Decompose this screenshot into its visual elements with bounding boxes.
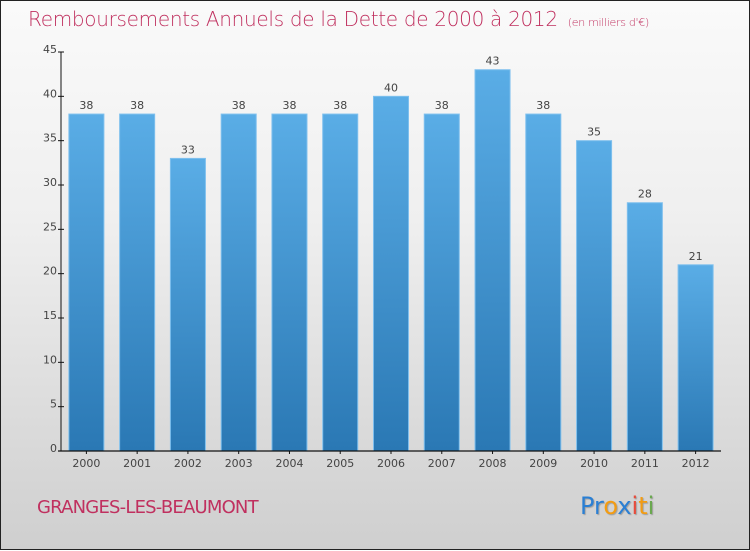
y-tick-label-25: 25 (43, 220, 57, 233)
value-label-2001: 38 (130, 99, 144, 112)
bar-2007 (423, 113, 460, 452)
value-label-2000: 38 (79, 99, 93, 112)
logo-letters-4: t (638, 492, 648, 520)
y-tick-label-15: 15 (43, 309, 57, 322)
bar-2004 (271, 113, 308, 452)
y-tick-label-30: 30 (43, 176, 57, 189)
bar-2011 (626, 202, 663, 452)
commune-name: GRANGES-LES-BEAUMONT (37, 497, 259, 518)
x-tick-label-2008: 2008 (479, 457, 507, 470)
x-tick-label-2003: 2003 (225, 457, 253, 470)
bar-2000 (68, 113, 105, 452)
y-axis: 0 5 10 15 20 25 30 35 40 45 (43, 43, 64, 455)
logo-letters-5: i (647, 492, 655, 520)
value-label-2006: 40 (384, 81, 398, 94)
logo-letters-0: Pr (580, 492, 604, 520)
proxiti-logo[interactable]: Proxiti (580, 492, 654, 520)
y-tick-label-20: 20 (43, 265, 57, 278)
value-label-2009: 38 (536, 99, 550, 112)
bar-2002 (169, 157, 206, 452)
x-tick-label-2007: 2007 (428, 457, 456, 470)
bar-2010 (576, 140, 613, 452)
value-label-2003: 38 (232, 99, 246, 112)
value-label-2007: 38 (435, 99, 449, 112)
bar-2008 (474, 69, 511, 452)
x-tick-label-2000: 2000 (72, 457, 100, 470)
bar-2012 (677, 264, 714, 452)
y-tick-label-0: 0 (50, 442, 57, 455)
chart-title: Remboursements Annuels de la Dette de 20… (28, 7, 649, 31)
x-tick-label-2006: 2006 (377, 457, 405, 470)
y-tick-label-35: 35 (43, 132, 57, 145)
x-tick-label-2005: 2005 (326, 457, 354, 470)
value-label-2012: 21 (689, 250, 703, 263)
x-tick-label-2012: 2012 (682, 457, 710, 470)
x-tick-label-2004: 2004 (275, 457, 303, 470)
bar-2003 (220, 113, 257, 452)
x-axis: 2000 2001 2002 2003 2004 2005 2006 2007 2008 2009… (58, 450, 721, 470)
x-tick-label-2009: 2009 (529, 457, 557, 470)
value-label-2010: 35 (587, 126, 601, 139)
logo-letters-3: i (631, 492, 639, 520)
value-label-2002: 33 (181, 143, 195, 156)
y-tick-label-40: 40 (43, 87, 57, 100)
logo-letters-2: x (617, 492, 632, 520)
value-label-2004: 38 (282, 99, 296, 112)
x-tick-label-2011: 2011 (631, 457, 659, 470)
logo-letters-1: o (603, 492, 618, 520)
x-tick-label-2001: 2001 (123, 457, 151, 470)
chart-title-text: Remboursements Annuels de la Dette de 20… (28, 7, 558, 31)
y-tick-label-5: 5 (50, 398, 57, 411)
x-tick-label-2010: 2010 (580, 457, 608, 470)
bar-2005 (322, 113, 359, 452)
bars-group: 38 38 33 38 38 38 40 38 43 38 35 28 21 (68, 55, 714, 452)
value-label-2005: 38 (333, 99, 347, 112)
x-tick-label-2002: 2002 (174, 457, 202, 470)
chart-subtitle: (en milliers d'€) (567, 16, 649, 29)
bar-2006 (372, 95, 410, 452)
y-tick-label-10: 10 (43, 353, 57, 366)
bar-2009 (525, 113, 562, 452)
value-label-2011: 28 (638, 188, 652, 201)
y-tick-label-45: 45 (43, 43, 57, 56)
value-label-2008: 43 (486, 55, 500, 68)
bar-2001 (119, 113, 156, 452)
